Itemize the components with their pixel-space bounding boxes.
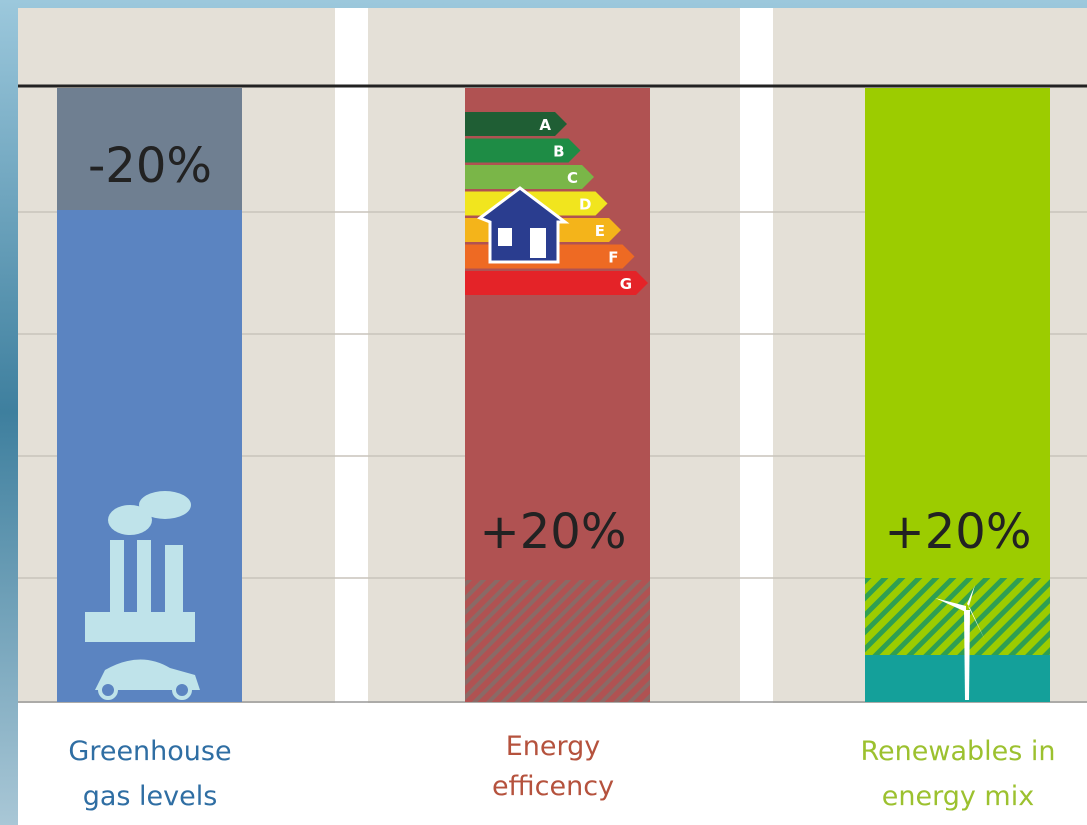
- class-letter: D: [579, 196, 591, 214]
- class-letter: C: [567, 169, 578, 187]
- class-letter: A: [539, 116, 551, 134]
- column-label: Greenhouse: [68, 736, 231, 767]
- class-letter: B: [553, 143, 564, 161]
- wheel: [174, 682, 190, 698]
- target: -20%: [88, 138, 212, 194]
- class-letter: G: [620, 275, 632, 293]
- column-label: Renewables in: [860, 736, 1055, 767]
- class-letter: E: [595, 222, 605, 240]
- target: +20%: [480, 504, 627, 560]
- page: {"columns": [ {"target": "-20%", "label"…: [0, 0, 1087, 825]
- wheel: [100, 682, 116, 698]
- target: +20%: [885, 504, 1032, 560]
- bar-hatch: [465, 580, 650, 702]
- column-label: energy mix: [882, 781, 1034, 812]
- gap: [740, 8, 773, 703]
- column-label: gas levels: [83, 781, 218, 812]
- column-label: efficency: [492, 771, 614, 802]
- column-label: Energy: [506, 731, 601, 762]
- bar-base: [865, 655, 1050, 702]
- bar-hatch: [865, 578, 1050, 655]
- gap: [335, 8, 368, 703]
- class-letter: F: [608, 249, 618, 267]
- infographic: -20% ABCDEFG +20% +20% Greenhouse gas le…: [0, 0, 1087, 825]
- class-arrow: [465, 112, 567, 136]
